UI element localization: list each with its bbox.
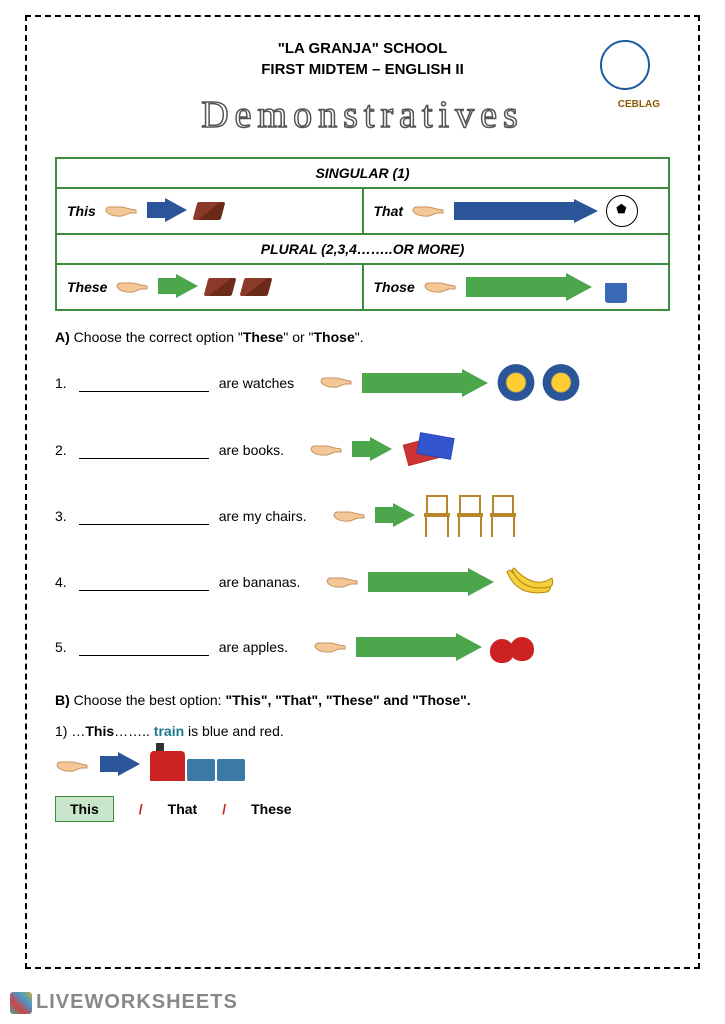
arrow-green-icon xyxy=(176,274,198,298)
pointing-hand-icon xyxy=(55,754,90,779)
chair-icon xyxy=(489,495,517,537)
pointing-hand-icon xyxy=(332,504,367,529)
chair-icon xyxy=(423,495,451,537)
question-row: 3. are my chairs. xyxy=(55,495,670,537)
banana-icon xyxy=(502,562,557,602)
pointing-hand-icon xyxy=(104,199,139,224)
pointing-hand-icon xyxy=(411,199,446,224)
separator: / xyxy=(139,801,143,817)
those-cell: Those xyxy=(363,264,670,310)
pointing-hand-icon xyxy=(309,438,344,463)
footer-brand: LIVEWORKSHEETS xyxy=(10,991,238,1014)
plural-header: PLURAL (2,3,4……..OR MORE) xyxy=(56,234,669,264)
apples-icon xyxy=(490,627,540,667)
arrow-green-long-icon xyxy=(462,369,488,397)
school-logo: CEBLAG xyxy=(585,40,665,110)
question-text: are apples. xyxy=(219,639,288,655)
arrow-green-long-icon xyxy=(456,633,482,661)
section-b: B) Choose the best option: "This", "That… xyxy=(55,692,670,822)
option-that[interactable]: That xyxy=(168,801,198,817)
header: "LA GRANJA" SCHOOL FIRST MIDTEM – ENGLIS… xyxy=(55,40,670,78)
question-text: are bananas. xyxy=(219,574,301,590)
section-b-visual xyxy=(55,751,670,781)
eraser-icon xyxy=(204,278,237,296)
question-text: are watches xyxy=(219,375,294,391)
question-number: 2. xyxy=(55,442,67,458)
demonstratives-table: SINGULAR (1) This That xyxy=(55,157,670,311)
question-row: 4. are bananas. xyxy=(55,562,670,602)
pointing-hand-icon xyxy=(325,570,360,595)
eraser-icon xyxy=(240,278,273,296)
option-these[interactable]: These xyxy=(251,801,291,817)
pointing-hand-icon xyxy=(423,275,458,300)
question-number: 4. xyxy=(55,574,67,590)
brand-icon xyxy=(10,992,32,1014)
soccer-ball-icon xyxy=(606,195,638,227)
answer-options: This / That / These xyxy=(55,796,670,822)
section-b-instruction: B) Choose the best option: "This", "That… xyxy=(55,692,670,708)
pointing-hand-icon xyxy=(319,370,354,395)
questions-list: 1. are watches 2. are books. 3. are my c… xyxy=(55,360,670,667)
watch-icon xyxy=(496,360,536,405)
separator: / xyxy=(222,801,226,817)
answer-blank[interactable] xyxy=(79,573,209,591)
watch-icon xyxy=(541,360,581,405)
question-text: are my chairs. xyxy=(219,508,307,524)
this-cell: This xyxy=(56,188,363,234)
worksheet-title: Demonstratives xyxy=(55,93,670,137)
eraser-icon xyxy=(192,202,225,220)
arrow-blue-icon xyxy=(118,752,140,776)
arrow-green-icon xyxy=(370,437,392,461)
content-area: CEBLAG "LA GRANJA" SCHOOL FIRST MIDTEM –… xyxy=(30,20,695,842)
question-row: 5. are apples. xyxy=(55,627,670,667)
pencil-cup-icon xyxy=(600,271,632,303)
worksheet-page: CEBLAG "LA GRANJA" SCHOOL FIRST MIDTEM –… xyxy=(0,0,725,1024)
books-icon xyxy=(400,430,455,470)
question-number: 5. xyxy=(55,639,67,655)
answer-blank[interactable] xyxy=(79,441,209,459)
question-text: are books. xyxy=(219,442,284,458)
pointing-hand-icon xyxy=(313,635,348,660)
answer-blank[interactable] xyxy=(79,374,209,392)
arrow-blue-long-icon xyxy=(574,199,598,223)
these-cell: These xyxy=(56,264,363,310)
answer-blank[interactable] xyxy=(79,507,209,525)
school-name: "LA GRANJA" SCHOOL xyxy=(55,40,670,57)
exam-subtitle: FIRST MIDTEM – ENGLISH II xyxy=(55,61,670,78)
question-row: 2. are books. xyxy=(55,430,670,470)
option-this[interactable]: This xyxy=(55,796,114,822)
section-a-instruction: A) Choose the correct option "These" or … xyxy=(55,329,670,345)
that-cell: That xyxy=(363,188,670,234)
singular-header: SINGULAR (1) xyxy=(56,158,669,188)
train-icon xyxy=(150,751,245,781)
arrow-blue-icon xyxy=(165,198,187,222)
arrow-green-icon xyxy=(393,503,415,527)
question-number: 1. xyxy=(55,375,67,391)
arrow-green-long-icon xyxy=(468,568,494,596)
highlighted-word: train xyxy=(154,723,184,739)
question-row: 1. are watches xyxy=(55,360,670,405)
chair-icon xyxy=(456,495,484,537)
answer-blank[interactable] xyxy=(79,638,209,656)
pointing-hand-icon xyxy=(115,275,150,300)
arrow-green-long-icon xyxy=(566,273,592,301)
section-b-q1: 1) …This…….. train is blue and red. xyxy=(55,723,670,739)
question-number: 3. xyxy=(55,508,67,524)
